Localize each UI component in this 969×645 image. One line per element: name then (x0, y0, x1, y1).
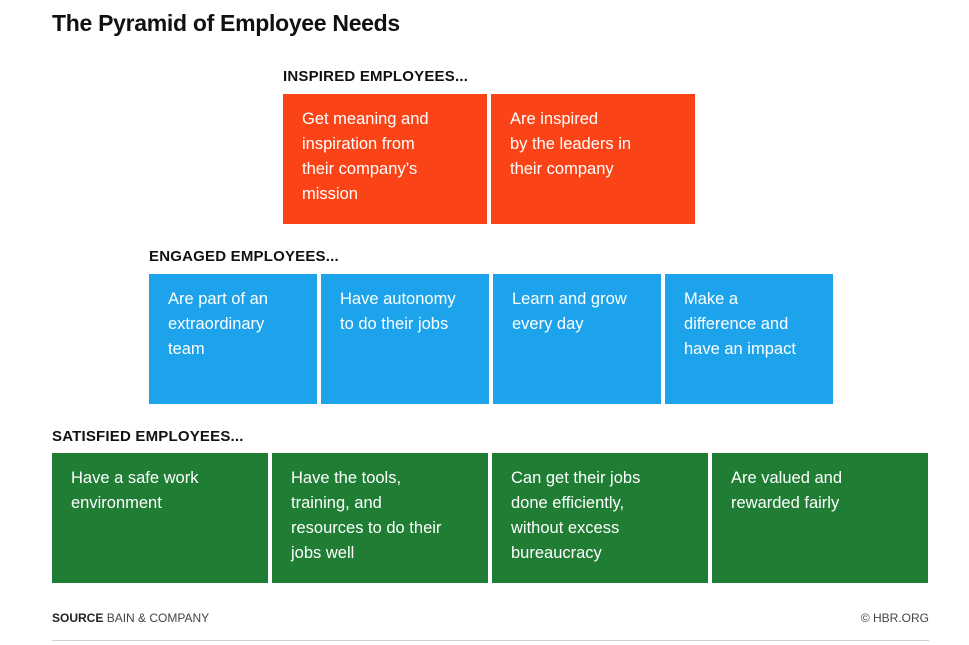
need-text: Get meaning and inspiration from their c… (302, 110, 429, 203)
need-box-satisfied-2: Have the tools, training, and resources … (272, 453, 488, 583)
need-text: Have a safe work environment (71, 469, 199, 512)
need-text: Are part of an extraordinary team (168, 290, 268, 358)
tier-row-inspired: Get meaning and inspiration from their c… (283, 94, 695, 224)
tier-label-satisfied: SATISFIED EMPLOYEES... (52, 428, 244, 445)
need-box-inspired-1: Get meaning and inspiration from their c… (283, 94, 487, 224)
need-box-engaged-3: Learn and grow every day (493, 274, 661, 404)
need-text: Are valued and rewarded fairly (731, 469, 842, 512)
need-text: Are inspired by the leaders in their com… (510, 110, 632, 178)
source-value: BAIN & COMPANY (106, 611, 210, 625)
need-text: Learn and grow every day (512, 290, 627, 333)
tier-row-satisfied: Have a safe work environment Have the to… (52, 453, 928, 583)
need-box-engaged-4: Make a difference and have an impact (665, 274, 833, 404)
need-box-engaged-1: Are part of an extraordinary team (149, 274, 317, 404)
need-box-engaged-2: Have autonomy to do their jobs (321, 274, 489, 404)
tier-row-engaged: Are part of an extraordinary team Have a… (149, 274, 833, 404)
need-box-inspired-2: Are inspired by the leaders in their com… (491, 94, 695, 224)
need-box-satisfied-4: Are valued and rewarded fairly (712, 453, 928, 583)
tier-label-inspired: INSPIRED EMPLOYEES... (283, 68, 469, 85)
need-box-satisfied-1: Have a safe work environment (52, 453, 268, 583)
footer: SOURCE BAIN & COMPANY © HBR.ORG (52, 611, 929, 625)
tier-label-engaged: ENGAGED EMPLOYEES... (149, 248, 339, 265)
diagram-title: The Pyramid of Employee Needs (52, 10, 400, 36)
need-text: Make a difference and have an impact (684, 290, 796, 358)
need-box-satisfied-3: Can get their jobs done efficiently, wit… (492, 453, 708, 583)
footer-divider (52, 640, 929, 641)
need-text: Have the tools, training, and resources … (291, 469, 442, 562)
source-key: SOURCE (52, 611, 104, 625)
need-text: Can get their jobs done efficiently, wit… (511, 469, 641, 562)
need-text: Have autonomy to do their jobs (340, 290, 456, 333)
credit-text: © HBR.ORG (860, 611, 929, 625)
